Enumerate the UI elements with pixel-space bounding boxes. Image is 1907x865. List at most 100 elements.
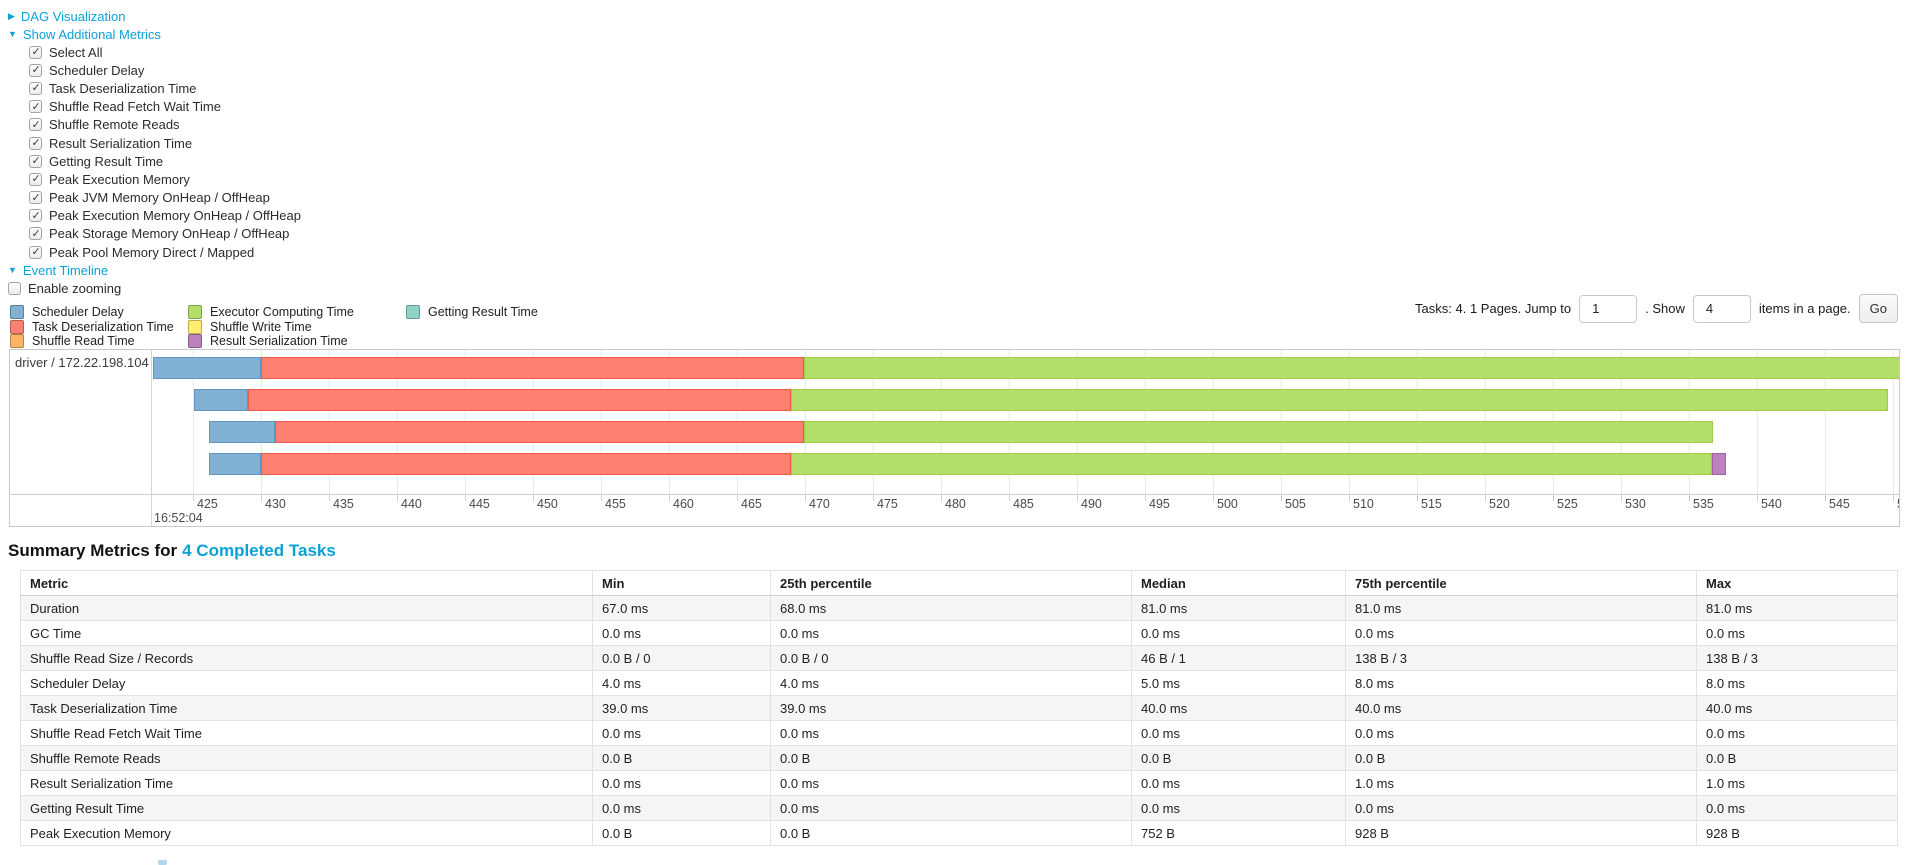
metric-value-cell: 39.0 ms <box>592 695 771 721</box>
checkbox-peak-execution-memory-onheap-offheap[interactable] <box>29 209 42 223</box>
items-per-page-input[interactable] <box>1692 294 1751 323</box>
task-3-segment-task_deserialization[interactable] <box>275 421 804 443</box>
metric-value-cell: 4.0 ms <box>592 670 771 696</box>
task-1-segment-task_deserialization[interactable] <box>261 357 804 379</box>
metric-checkbox-item: Peak Execution Memory <box>29 170 301 188</box>
metric-value-cell: 0.0 ms <box>1696 795 1898 821</box>
go-button[interactable]: Go <box>1858 294 1898 323</box>
show-additional-metrics-toggle[interactable]: ▼ Show Additional Metrics <box>8 25 301 43</box>
table-body: Duration 67.0 ms 68.0 ms 81.0 ms 81.0 ms 81.0… <box>20 595 1898 846</box>
checkbox-label: Shuffle Read Fetch Wait Time <box>49 99 221 115</box>
table-row-task-deserialization-time: Task Deserialization Time 39.0 ms 39.0 ms 4… <box>20 695 1898 721</box>
metric-checkbox-item: Shuffle Remote Reads <box>29 116 301 134</box>
checkbox-label: Shuffle Remote Reads <box>49 117 180 133</box>
axis-tickmark <box>261 495 262 501</box>
task-pagination: Tasks: 4. 1 Pages. Jump to . Show items … <box>1415 294 1898 323</box>
checkbox-peak-jvm-memory-onheap-offheap[interactable] <box>29 191 42 205</box>
metric-name-cell: Task Deserialization Time <box>20 695 593 721</box>
task-3-segment-scheduler_delay[interactable] <box>209 421 275 443</box>
checkbox-label: Getting Result Time <box>49 153 164 169</box>
metric-value-cell: 0.0 ms <box>592 770 771 796</box>
metric-checkbox-item: Peak Storage Memory OnHeap / OffHeap <box>29 225 301 243</box>
checkbox-shuffle-read-fetch-wait-time[interactable] <box>29 100 42 114</box>
metric-value-cell: 0.0 ms <box>1131 620 1346 646</box>
checkbox-getting-result-time[interactable] <box>29 154 42 168</box>
axis-tickmark <box>1077 495 1078 501</box>
task-deserialization-time-swatch-icon <box>10 319 24 334</box>
event-timeline-link[interactable]: Event Timeline <box>22 262 109 278</box>
checkbox-shuffle-remote-reads[interactable] <box>29 118 42 132</box>
axis-tick-label: 450 <box>537 497 558 511</box>
metric-value-cell: 0.0 B <box>1345 745 1697 771</box>
scheduler-delay-swatch-icon <box>10 305 24 320</box>
task-2-segment-task_deserialization[interactable] <box>248 389 791 411</box>
dag-visualization-toggle[interactable]: ▶ DAG Visualization <box>8 7 301 25</box>
table-row-gc-time: GC Time 0.0 ms 0.0 ms 0.0 ms 0.0 ms 0.0 ms <box>20 620 1898 646</box>
metric-checkbox-item: Result Serialization Time <box>29 134 301 152</box>
axis-tickmark <box>397 495 398 501</box>
column-header-max: Max <box>1696 570 1898 596</box>
metric-value-cell: 138 B / 3 <box>1345 645 1697 671</box>
metric-name-cell: Duration <box>20 595 593 621</box>
task-2-segment-executor_computing[interactable] <box>791 389 1888 411</box>
metric-value-cell: 0.0 ms <box>1345 620 1697 646</box>
jump-to-page-input[interactable] <box>1579 294 1638 323</box>
axis-tick-label: 550 <box>1897 497 1899 511</box>
axis-tickmark <box>533 495 534 501</box>
show-additional-metrics-link[interactable]: Show Additional Metrics <box>22 26 161 42</box>
summary-metrics-table: Metric Min 25th percentile Median 75th perce… <box>20 570 1898 846</box>
task-1-segment-executor_computing[interactable] <box>804 357 1899 379</box>
checkbox-label: Peak Execution Memory OnHeap / OffHeap <box>49 208 301 224</box>
column-header-75th-percentile: 75th percentile <box>1345 570 1697 596</box>
legend-label: Scheduler Delay <box>32 305 124 320</box>
chevron-down-icon: ▼ <box>8 264 17 275</box>
checkbox-peak-storage-memory-onheap-offheap[interactable] <box>29 227 42 241</box>
checkbox-result-serialization-time[interactable] <box>29 136 42 150</box>
axis-tickmark <box>873 495 874 501</box>
axis-tick-label: 500 <box>1217 497 1238 511</box>
enable-zooming-checkbox[interactable] <box>8 281 21 295</box>
completed-tasks-link[interactable]: 4 Completed Tasks <box>182 541 336 560</box>
axis-major-label: 16:52:04 <box>154 511 203 525</box>
axis-tickmark <box>1417 495 1418 501</box>
task-4-segment-task_deserialization[interactable] <box>261 453 791 475</box>
checkbox-select-all[interactable] <box>29 45 42 59</box>
task-3-segment-executor_computing[interactable] <box>804 421 1713 443</box>
task-4-segment-scheduler_delay[interactable] <box>209 453 261 475</box>
axis-tick-label: 425 <box>197 497 218 511</box>
metric-value-cell: 0.0 ms <box>592 795 771 821</box>
checkbox-peak-execution-memory[interactable] <box>29 172 42 186</box>
metric-value-cell: 0.0 ms <box>1696 720 1898 746</box>
checkbox-peak-pool-memory-direct-mapped[interactable] <box>29 245 42 259</box>
task-2-segment-scheduler_delay[interactable] <box>194 389 248 411</box>
axis-tick-label: 490 <box>1081 497 1102 511</box>
metric-value-cell: 8.0 ms <box>1696 670 1898 696</box>
metric-value-cell: 0.0 B <box>770 745 1132 771</box>
metric-checkbox-item: Getting Result Time <box>29 152 301 170</box>
task-4-segment-executor_computing[interactable] <box>791 453 1712 475</box>
axis-gridline <box>193 350 194 494</box>
dag-visualization-link[interactable]: DAG Visualization <box>20 8 126 24</box>
axis-tick-label: 440 <box>401 497 422 511</box>
metric-name-cell: Result Serialization Time <box>20 770 593 796</box>
metric-name-cell: Getting Result Time <box>20 795 593 821</box>
metric-name-cell: Scheduler Delay <box>20 670 593 696</box>
checkbox-scheduler-delay[interactable] <box>29 63 42 77</box>
summary-title-text: Summary Metrics for <box>8 541 178 560</box>
column-header-metric: Metric <box>20 570 593 596</box>
executor-row-label: driver / 172.22.198.104 <box>15 355 149 370</box>
task-4-segment-result_serialization[interactable] <box>1712 453 1726 475</box>
pagination-suffix-text: items in a page. <box>1758 301 1851 316</box>
stage-controls-panel: ▶ DAG Visualization ▼ Show Additional Me… <box>8 7 301 297</box>
checkbox-task-deserialization-time[interactable] <box>29 81 42 95</box>
axis-tick-label: 430 <box>265 497 286 511</box>
axis-tickmark <box>1349 495 1350 501</box>
axis-tick-label: 520 <box>1489 497 1510 511</box>
table-row-shuffle-remote-reads: Shuffle Remote Reads 0.0 B 0.0 B 0.0 B 0.0 B… <box>20 745 1898 771</box>
event-timeline-toggle[interactable]: ▼ Event Timeline <box>8 261 301 279</box>
metric-value-cell: 0.0 ms <box>770 620 1132 646</box>
metric-value-cell: 0.0 B <box>592 745 771 771</box>
checkbox-label: Peak JVM Memory OnHeap / OffHeap <box>49 190 270 206</box>
metric-name-cell: Shuffle Read Size / Records <box>20 645 593 671</box>
task-1-segment-scheduler_delay[interactable] <box>153 357 261 379</box>
